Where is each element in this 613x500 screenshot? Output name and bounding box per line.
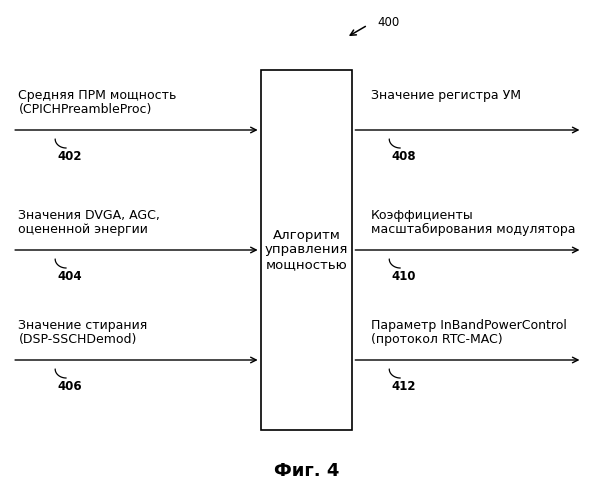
Text: 406: 406 [57, 380, 82, 394]
Text: 402: 402 [57, 150, 82, 164]
Text: (CPICHPreambleProc): (CPICHPreambleProc) [18, 103, 152, 116]
Text: Значение регистра УМ: Значение регистра УМ [371, 90, 521, 102]
Text: масштабирования модулятора: масштабирования модулятора [371, 223, 576, 236]
Text: (протокол RTC-MAC): (протокол RTC-MAC) [371, 333, 503, 346]
Text: Алгоритм
управления
мощностью: Алгоритм управления мощностью [265, 228, 348, 272]
Bar [261, 70, 352, 430]
Text: Фиг. 4: Фиг. 4 [274, 462, 339, 480]
Text: Значения DVGA, AGC,: Значения DVGA, AGC, [18, 210, 160, 222]
Text: оцененной энергии: оцененной энергии [18, 223, 148, 236]
Text: 412: 412 [391, 380, 416, 394]
Text: 404: 404 [57, 270, 82, 283]
Text: Значение стирания: Значение стирания [18, 320, 148, 332]
Text: 408: 408 [391, 150, 416, 164]
Text: 400: 400 [377, 16, 399, 29]
Text: 410: 410 [391, 270, 416, 283]
Text: (DSP-SSCHDemod): (DSP-SSCHDemod) [18, 333, 137, 346]
Text: Параметр InBandPowerControl: Параметр InBandPowerControl [371, 320, 567, 332]
Text: Коэффициенты: Коэффициенты [371, 210, 474, 222]
Text: Средняя ПРМ мощность: Средняя ПРМ мощность [18, 90, 177, 102]
